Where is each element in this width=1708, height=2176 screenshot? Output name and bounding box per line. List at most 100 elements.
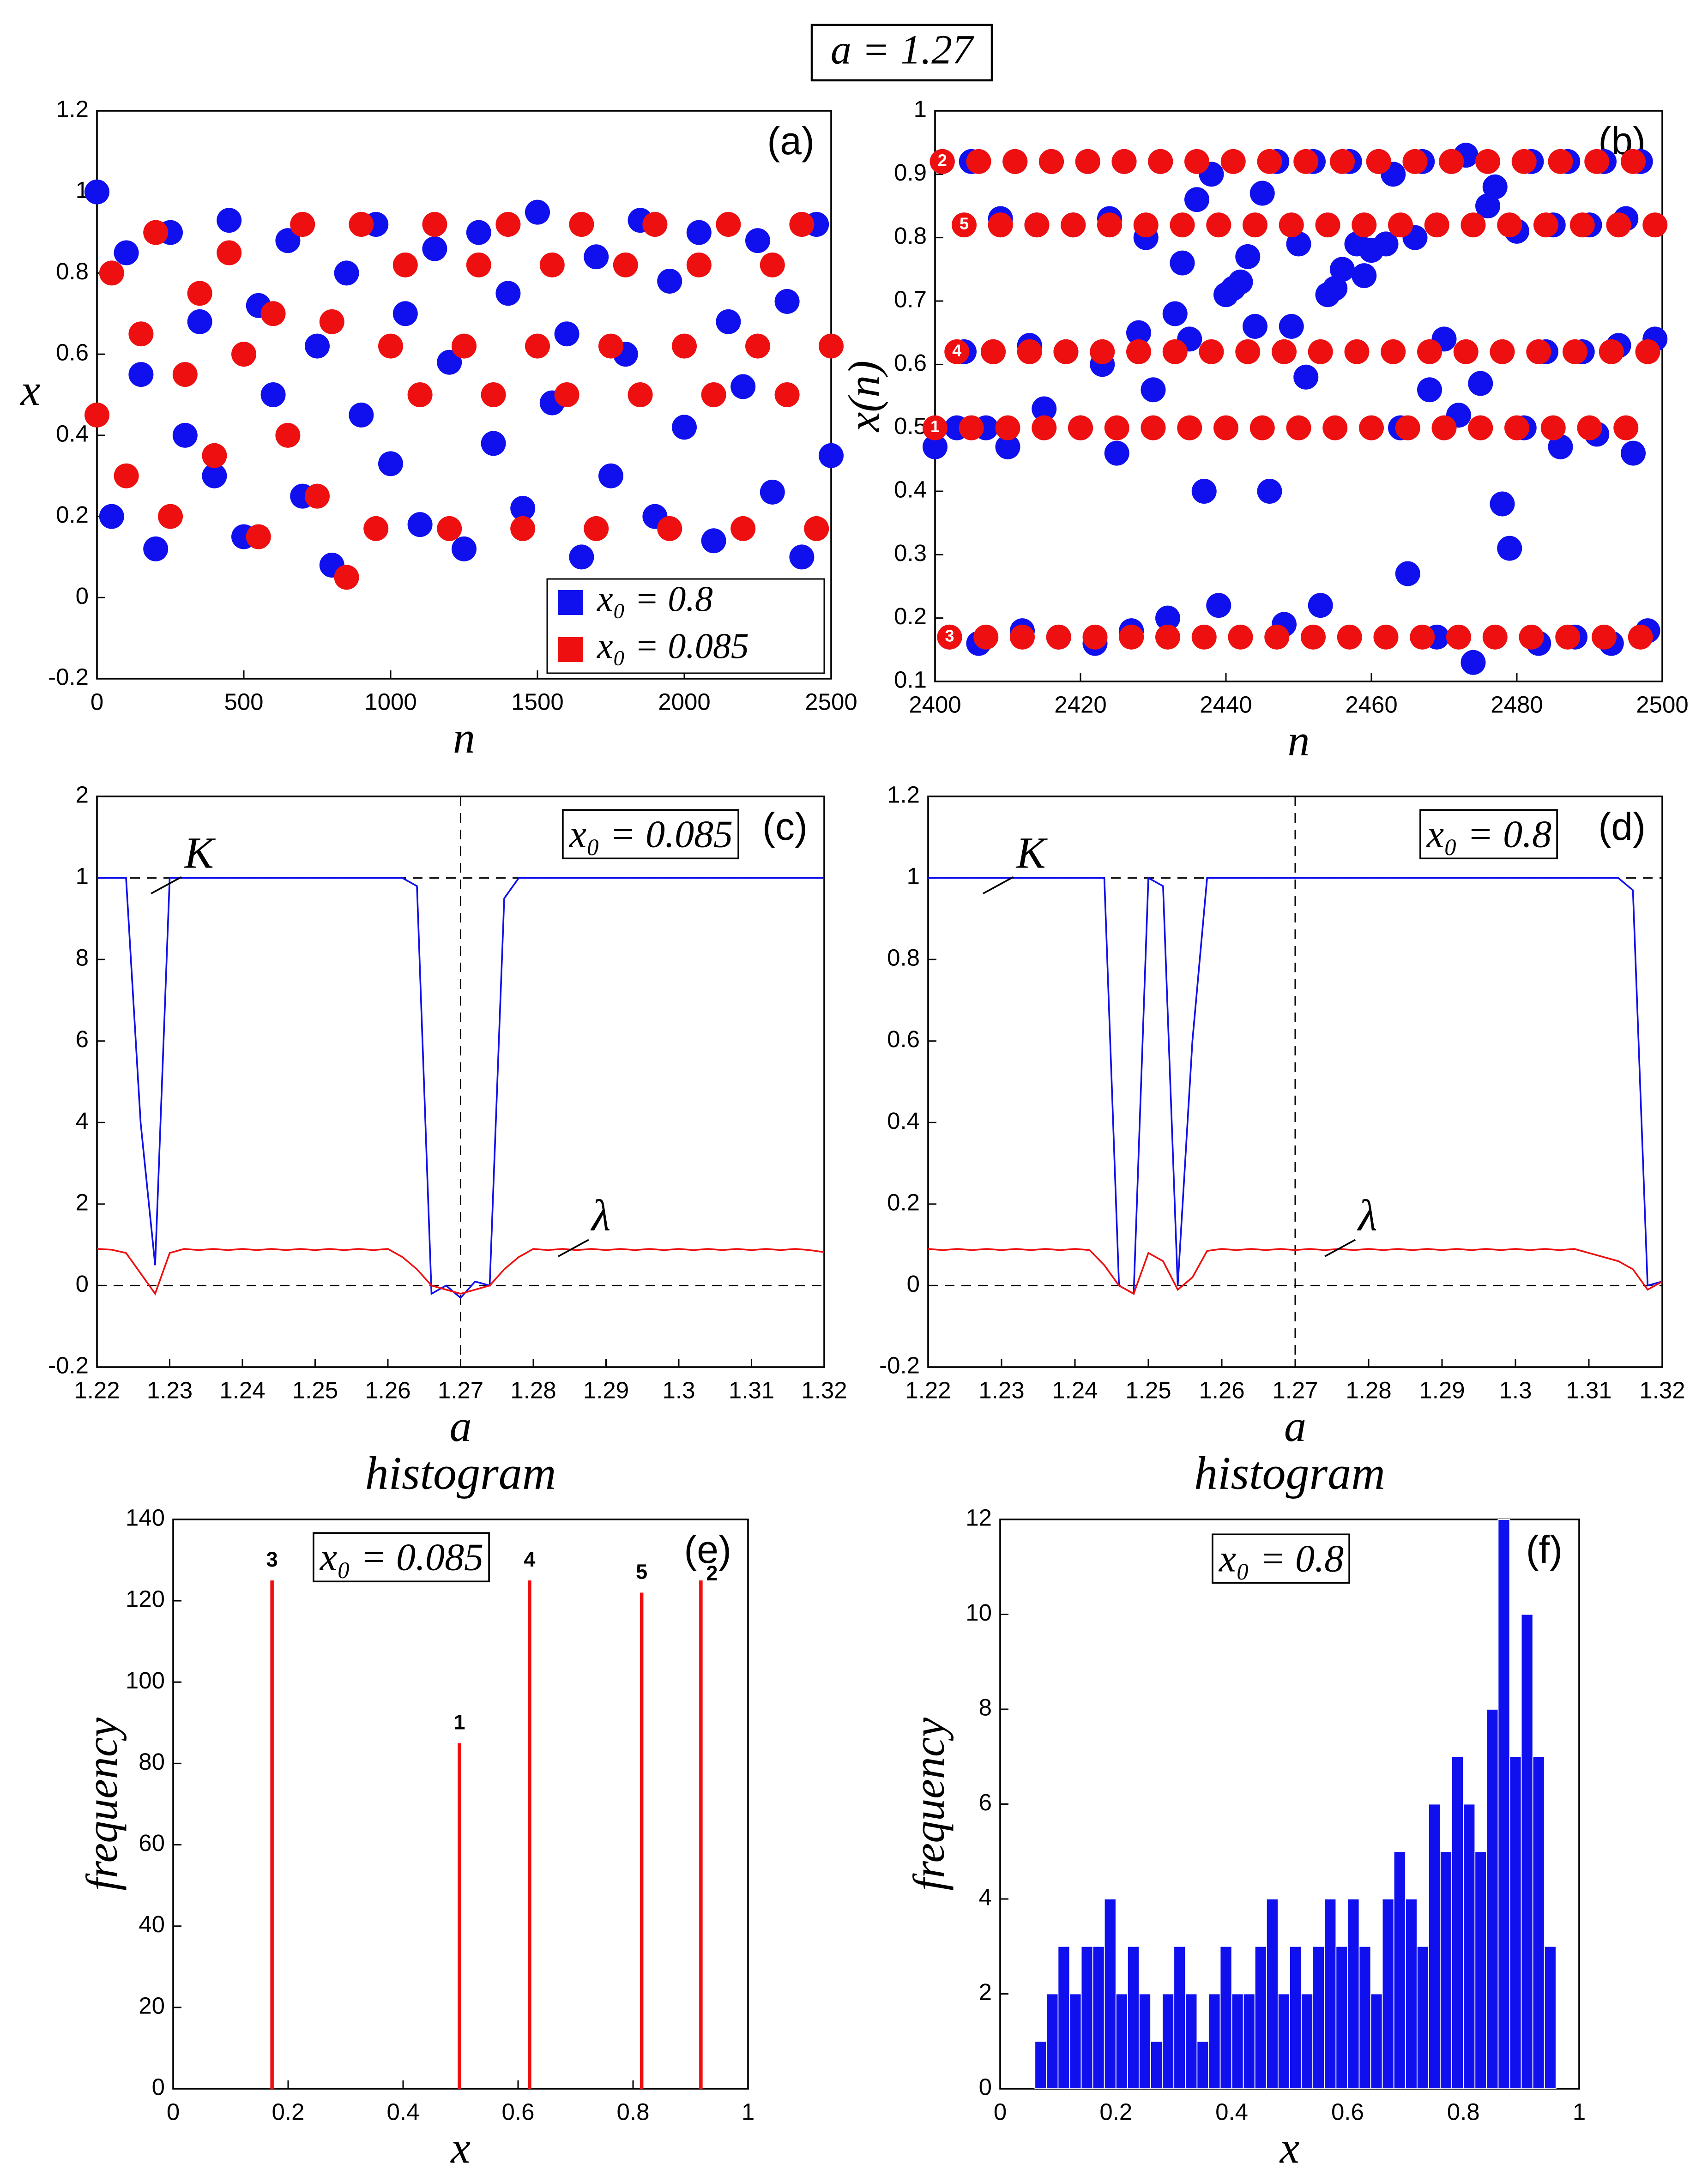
y-tick-label: 8 [76, 945, 89, 971]
x-tick-label: 1.26 [365, 1377, 410, 1403]
point [1373, 231, 1399, 257]
y-axis-label: frequency [904, 1718, 954, 1891]
point [334, 565, 359, 590]
stem-label: 3 [266, 1548, 278, 1571]
point [1599, 339, 1624, 364]
y-tick-label: 8 [979, 1694, 992, 1720]
x-tick-label: 2440 [1200, 691, 1252, 717]
y-tick-label: 0.1 [894, 666, 927, 693]
x-tick-label: 1000 [364, 688, 416, 715]
point [701, 528, 726, 554]
histogram-bar [1428, 1803, 1441, 2089]
note-box [1419, 809, 1558, 860]
point [1104, 415, 1129, 440]
histogram-bar [1162, 1993, 1175, 2089]
point [275, 422, 301, 448]
x-tick-label: 1.22 [905, 1377, 951, 1403]
point [1257, 479, 1282, 504]
point [290, 212, 315, 237]
x-tick-label: 1.25 [292, 1377, 338, 1403]
point [231, 342, 256, 367]
point [260, 382, 286, 407]
point [1133, 212, 1159, 238]
point [1162, 339, 1188, 364]
histogram-bar [1173, 1946, 1186, 2089]
point [1082, 624, 1108, 650]
point [1104, 440, 1129, 466]
y-tick-label: 1.2 [56, 96, 89, 122]
point [701, 382, 726, 407]
x-tick-label: 0 [167, 2098, 180, 2125]
point [1322, 415, 1348, 440]
point [539, 252, 565, 277]
point-label: 3 [945, 626, 954, 645]
y-tick-label: 0.6 [894, 350, 927, 376]
point [1184, 187, 1209, 212]
point [1482, 174, 1508, 199]
point [789, 544, 815, 570]
y-tick-label: 6 [979, 1789, 992, 1815]
point [319, 309, 344, 334]
point [1032, 415, 1057, 440]
panel-title: histogram [365, 1447, 556, 1499]
plot-frame [934, 110, 1663, 682]
point [510, 516, 536, 541]
y-tick-label: -0.2 [879, 1352, 920, 1378]
x-tick-label: 0.6 [1331, 2098, 1364, 2125]
point [760, 479, 785, 505]
point [1279, 212, 1304, 238]
point [84, 402, 109, 428]
x-axis-label: x [1279, 2123, 1300, 2172]
panel-title: histogram [1194, 1447, 1385, 1499]
stem-label: 5 [636, 1560, 647, 1583]
point [1606, 212, 1631, 238]
point [1497, 536, 1522, 561]
y-axis-label: x(n) [839, 361, 888, 433]
point [1002, 149, 1028, 174]
histogram-bar [1092, 1946, 1105, 2089]
point [1206, 212, 1231, 238]
y-tick-label: 100 [126, 1667, 165, 1694]
histogram-bar [1196, 2041, 1209, 2089]
x-tick-label: 1.25 [1125, 1377, 1171, 1403]
point [686, 252, 712, 277]
point [1170, 250, 1195, 276]
legend-box [546, 578, 825, 674]
point [774, 382, 800, 407]
point [1490, 339, 1515, 364]
point [275, 228, 301, 253]
point [1592, 624, 1617, 650]
point [1359, 415, 1384, 440]
label-arrow [1324, 1239, 1356, 1257]
point [1126, 320, 1151, 345]
y-tick-label: 120 [126, 1586, 165, 1612]
point [716, 212, 741, 237]
point [1475, 193, 1500, 218]
point [246, 524, 271, 549]
point [114, 463, 139, 488]
note: x₀ = 0.085 [319, 1536, 483, 1579]
point [172, 362, 198, 387]
x-tick-label: 0.8 [1447, 2098, 1480, 2125]
point [1235, 244, 1261, 269]
x-tick-label: 1.3 [663, 1377, 695, 1403]
histogram-bar [1289, 1946, 1302, 2089]
point [716, 309, 741, 334]
point [1395, 415, 1420, 440]
point [966, 149, 991, 174]
histogram-bar [1521, 1614, 1533, 2089]
x-tick-label: 2500 [805, 688, 857, 715]
point [584, 516, 609, 541]
y-tick-label: 4 [979, 1884, 992, 1910]
point [1540, 415, 1566, 440]
histogram-bar [1034, 2041, 1047, 2089]
y-tick-label: 0.4 [894, 476, 927, 502]
point [1497, 212, 1522, 238]
histogram-bar [1104, 1899, 1117, 2089]
point [952, 212, 977, 238]
y-tick-label: 0.4 [56, 420, 89, 446]
point [1344, 339, 1370, 364]
y-tick-label: 0.5 [894, 413, 927, 439]
histogram-bar [1416, 1946, 1429, 2089]
